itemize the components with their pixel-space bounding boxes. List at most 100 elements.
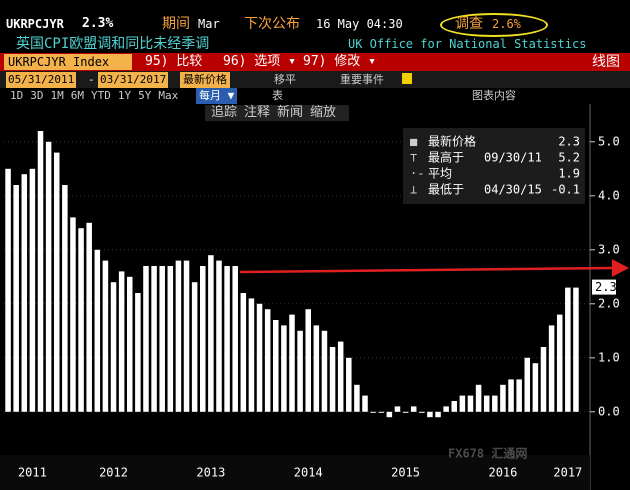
bar (459, 395, 466, 412)
bar (256, 303, 263, 412)
bar (354, 384, 360, 412)
legend-value: -0.1 (551, 183, 580, 197)
tool-button[interactable]: 缩放 (310, 105, 337, 120)
bar (516, 379, 522, 412)
bar (191, 282, 198, 412)
bar (126, 276, 133, 412)
last-value: 2.3% (82, 16, 114, 31)
bar (524, 357, 531, 412)
range-button[interactable]: 5Y (138, 89, 152, 102)
view-mode[interactable]: 线图 (592, 54, 620, 70)
y-tick-label: 4.0 (598, 188, 620, 202)
bar (21, 174, 28, 412)
tool-button[interactable]: 注释 (244, 105, 271, 120)
legend-date: 04/30/15 (484, 183, 542, 197)
annotation-arrowhead (612, 259, 629, 277)
legend-value: 2.3 (558, 135, 580, 149)
x-tick-label: 2014 (294, 466, 323, 480)
bar (200, 266, 206, 412)
period: Mar (198, 17, 220, 31)
security-field[interactable]: UKRPCJYR Index (4, 54, 132, 70)
field-select[interactable]: 最新价格 (180, 72, 230, 88)
bar (475, 384, 482, 412)
range-button[interactable]: 1D (10, 89, 24, 102)
legend-icon: ⊥ (410, 183, 417, 197)
bar (86, 222, 92, 412)
survey: 2.6% (492, 17, 521, 31)
legend-value: 1.9 (558, 167, 580, 181)
range-button[interactable]: 1M (50, 89, 64, 102)
moving-average[interactable]: 移平 (274, 73, 296, 86)
options-button[interactable]: 96) 选项 ▾ (223, 54, 296, 69)
bar (305, 309, 311, 412)
next-release: 16 May 04:30 (316, 17, 403, 31)
bar (370, 411, 376, 413)
bar (248, 298, 255, 412)
bar (492, 395, 498, 412)
bar (378, 411, 384, 413)
events[interactable]: 重要事件 (340, 73, 384, 86)
bar (183, 260, 190, 412)
bar (13, 185, 19, 412)
x-tick-label: 2012 (99, 466, 128, 480)
bar (435, 411, 441, 418)
legend-label: 最高于 (428, 150, 464, 165)
bar (29, 168, 36, 412)
bar (159, 266, 165, 412)
legend-value: 5.2 (558, 151, 580, 165)
bar (102, 260, 109, 412)
highlight-ellipse (440, 13, 548, 37)
bar (329, 347, 336, 412)
legend-icon: ⊤ (410, 151, 417, 165)
bar (500, 384, 506, 412)
events-icon (402, 73, 412, 84)
range-button[interactable]: 3D (30, 89, 44, 102)
bar (216, 260, 222, 412)
range-button[interactable]: 6M (70, 89, 84, 102)
chart: 0.0 1.0 2.0 3.0 4.0 5.0 2011 2012 2013 2014 2015 20… (0, 104, 629, 490)
legend: ■ 最新价格 2.3 ⊤ 最高于 09/30/11 5.2 ·- 平均 1.9 ⊥ 最低于 04/30/… (403, 128, 585, 204)
legend-label: 平均 (428, 167, 452, 181)
range-button[interactable]: YTD (91, 89, 111, 102)
bar (410, 406, 417, 412)
bar (62, 185, 68, 412)
period-label: 期间 (162, 16, 190, 32)
compare-button[interactable]: 95) 比较 (145, 54, 203, 69)
bar (78, 228, 84, 412)
bar (70, 217, 76, 412)
source: UK Office for National Statistics (348, 37, 587, 51)
bar (321, 330, 328, 412)
bar (427, 411, 433, 418)
annotation-arrow (239, 266, 613, 274)
bar (5, 168, 11, 412)
bar (565, 287, 571, 412)
bar (110, 282, 117, 412)
legend-icon: ■ (410, 135, 418, 149)
chart-content[interactable]: 图表内容 (472, 89, 516, 102)
bar (175, 260, 182, 412)
y-tick-label: 2.0 (598, 296, 620, 310)
table-button[interactable]: 表 (272, 89, 283, 102)
legend-date: 09/30/11 (484, 151, 542, 165)
tool-button[interactable]: 新闻 (277, 105, 304, 120)
edit-button[interactable]: 97) 修改 ▾ (303, 54, 376, 69)
bar (540, 347, 547, 412)
last-value-tag-label: 2.3 (595, 280, 617, 294)
legend-label: 最新价格 (428, 134, 476, 149)
x-tick-label: 2016 (488, 466, 517, 480)
bar (362, 395, 368, 412)
bar (94, 249, 101, 412)
x-tick-label: 2013 (196, 466, 225, 480)
bar (208, 255, 214, 412)
tool-button[interactable]: 追踪 (211, 105, 238, 120)
bar (289, 314, 295, 412)
end-date[interactable]: 03/31/2017 (98, 72, 169, 88)
date-dash: - (88, 73, 95, 86)
next-release-label: 下次公布 (244, 16, 300, 32)
start-date[interactable]: 05/31/2011 (6, 72, 77, 88)
range-button[interactable]: Max (158, 89, 179, 102)
frequency[interactable]: 每月 ▼ (196, 88, 238, 104)
range-button[interactable]: 1Y (117, 89, 132, 102)
y-tick-label: 3.0 (598, 242, 620, 256)
bar (419, 411, 425, 413)
